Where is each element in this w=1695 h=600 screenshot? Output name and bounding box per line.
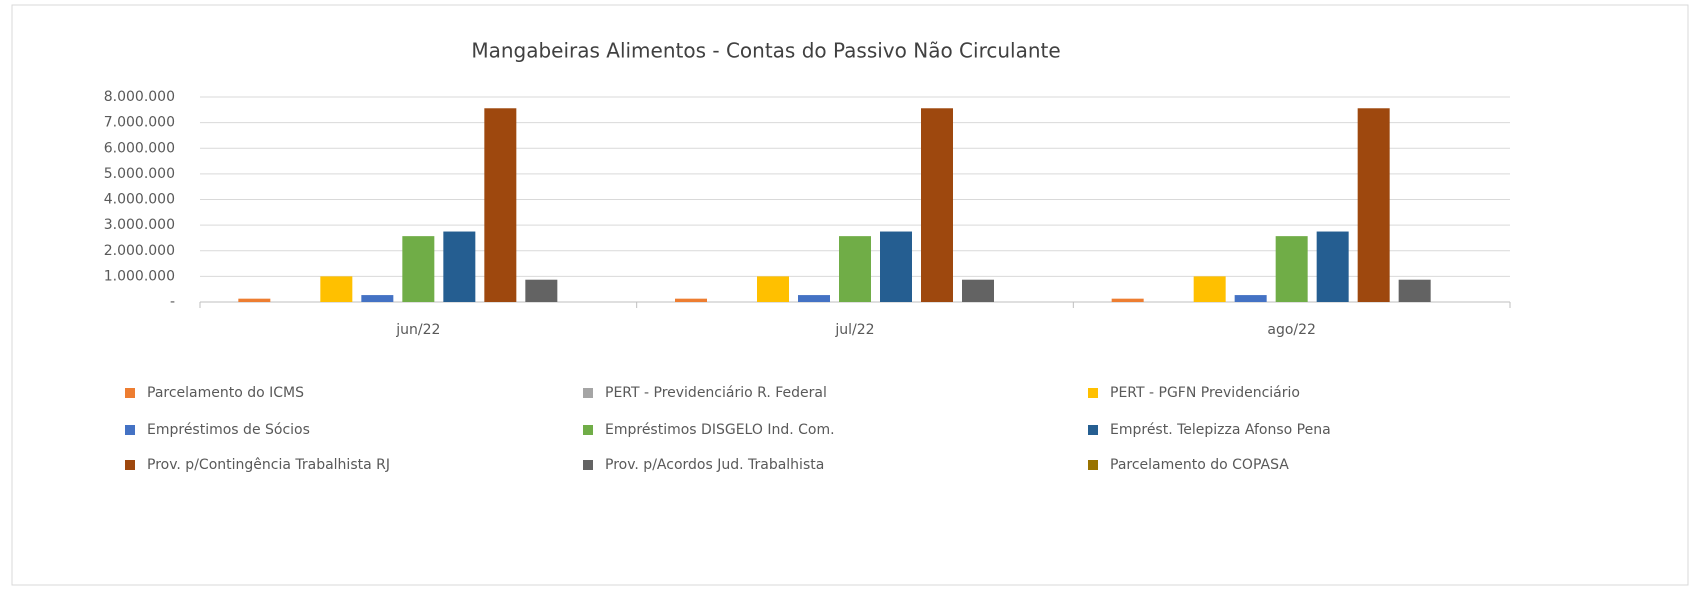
legend-label: Empréstimos de Sócios <box>147 422 310 438</box>
legend-label: Prov. p/Acordos Jud. Trabalhista <box>605 457 824 473</box>
chart-title: Mangabeiras Alimentos - Contas do Passiv… <box>471 39 1060 63</box>
bar <box>1357 108 1390 303</box>
legend-swatch <box>1088 425 1098 435</box>
x-tick-label: jun/22 <box>395 322 440 338</box>
y-tick-label: 8.000.000 <box>104 89 175 105</box>
legend-swatch <box>1088 460 1098 470</box>
y-tick-label: 7.000.000 <box>104 115 175 131</box>
x-tick-label: jul/22 <box>834 322 874 338</box>
bar <box>1193 276 1226 302</box>
bar <box>798 295 830 302</box>
legend-label: Prov. p/Contingência Trabalhista RJ <box>147 457 390 473</box>
y-tick-label: 5.000.000 <box>104 166 175 182</box>
bar <box>1111 298 1144 302</box>
legend-swatch <box>583 425 593 435</box>
legend-label: PERT - PGFN Previdenciário <box>1110 385 1300 401</box>
legend-swatch <box>125 425 135 435</box>
bar <box>1398 279 1431 302</box>
bar <box>1316 231 1349 302</box>
bar <box>962 279 994 302</box>
legend-label: Parcelamento do ICMS <box>147 385 304 401</box>
legend-label: Empréstimos DISGELO Ind. Com. <box>605 422 835 438</box>
bar <box>361 295 394 302</box>
y-tick-label: 6.000.000 <box>104 140 175 156</box>
bar <box>320 276 353 302</box>
legend-swatch <box>583 388 593 398</box>
bar <box>757 276 789 302</box>
legend-swatch <box>583 460 593 470</box>
legend-swatch <box>125 388 135 398</box>
bar <box>921 108 953 303</box>
y-tick-label: 4.000.000 <box>104 192 175 208</box>
bar <box>402 236 435 302</box>
legend-label: Emprést. Telepizza Afonso Pena <box>1110 422 1331 438</box>
y-tick-label: 2.000.000 <box>104 243 175 259</box>
bar <box>880 231 912 302</box>
y-tick-label: 1.000.000 <box>104 268 175 284</box>
bar <box>525 279 558 302</box>
y-tick-label: - <box>170 294 175 310</box>
legend-label: Parcelamento do COPASA <box>1110 457 1289 473</box>
legend-swatch <box>125 460 135 470</box>
y-tick-label: 3.000.000 <box>104 217 175 233</box>
x-tick-label: ago/22 <box>1267 322 1316 338</box>
bar <box>839 236 871 302</box>
bar <box>484 108 517 303</box>
bar <box>443 231 476 302</box>
bar <box>1234 295 1267 302</box>
bar <box>238 298 271 302</box>
bar <box>1275 236 1308 302</box>
legend-swatch <box>1088 388 1098 398</box>
legend-label: PERT - Previdenciário R. Federal <box>605 385 827 401</box>
bar <box>675 298 707 302</box>
